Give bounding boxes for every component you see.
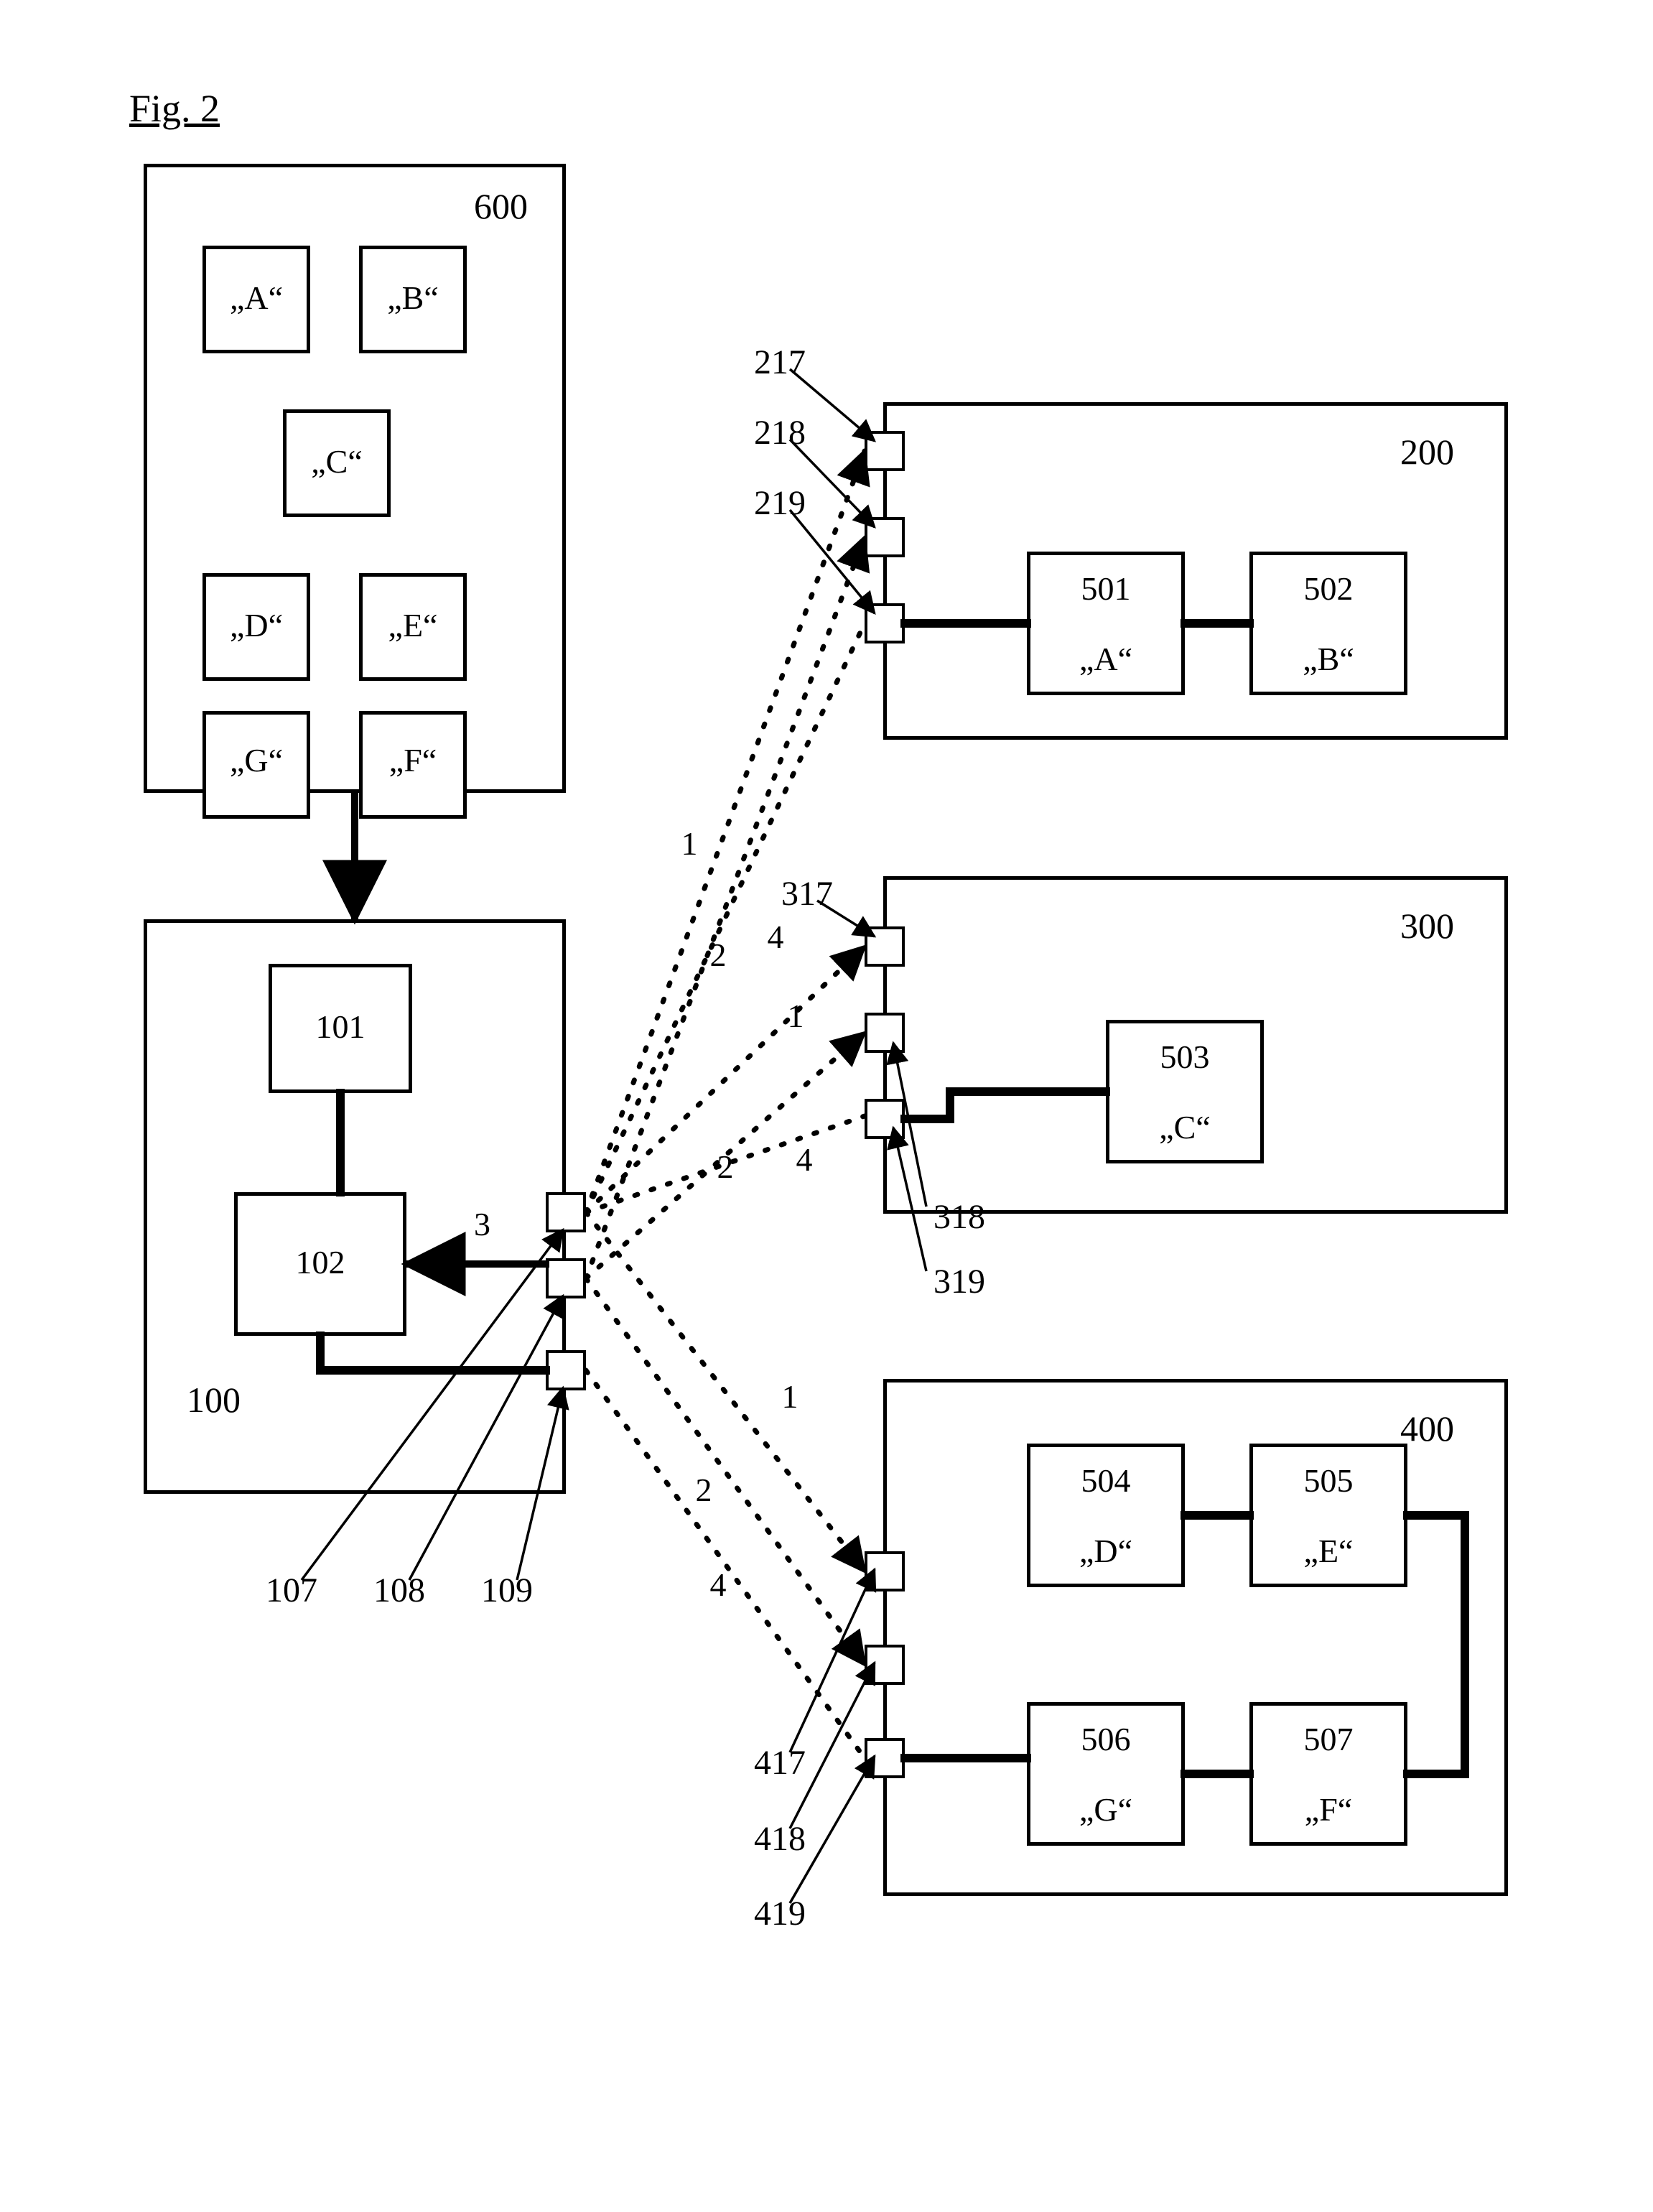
svg-text:2: 2 xyxy=(717,1148,734,1185)
svg-text:418: 418 xyxy=(754,1820,806,1858)
box-108 xyxy=(546,1258,586,1298)
label-F: „F“ xyxy=(359,743,467,778)
svg-text:108: 108 xyxy=(373,1571,425,1609)
box-219 xyxy=(865,603,905,643)
label-top-501: 501 xyxy=(1027,572,1185,606)
box-418 xyxy=(865,1645,905,1685)
label-bot-501: „A“ xyxy=(1027,642,1185,677)
box-400 xyxy=(883,1379,1508,1896)
label-bot-502: „B“ xyxy=(1249,642,1407,677)
svg-text:2: 2 xyxy=(696,1472,712,1508)
svg-text:219: 219 xyxy=(754,484,806,522)
label-400: 400 xyxy=(1400,1408,1454,1449)
label-top-504: 504 xyxy=(1027,1464,1185,1498)
box-217 xyxy=(865,431,905,471)
svg-text:1: 1 xyxy=(681,825,698,862)
label-B: „B“ xyxy=(359,281,467,315)
svg-text:1: 1 xyxy=(788,998,804,1034)
label-top-502: 502 xyxy=(1249,572,1407,606)
box-417 xyxy=(865,1551,905,1591)
label-top-507: 507 xyxy=(1249,1722,1407,1757)
svg-text:4: 4 xyxy=(768,919,784,955)
svg-text:1: 1 xyxy=(782,1378,798,1415)
svg-text:417: 417 xyxy=(754,1744,806,1782)
box-319 xyxy=(865,1099,905,1139)
label-top-503: 503 xyxy=(1106,1040,1264,1074)
svg-text:109: 109 xyxy=(481,1571,533,1609)
label-E: „E“ xyxy=(359,608,467,643)
label-bot-504: „D“ xyxy=(1027,1534,1185,1569)
svg-text:217: 217 xyxy=(754,343,806,381)
label-100: 100 xyxy=(187,1379,241,1421)
svg-text:419: 419 xyxy=(754,1895,806,1933)
label-bot-507: „F“ xyxy=(1249,1793,1407,1827)
box-419 xyxy=(865,1738,905,1778)
label-600: 600 xyxy=(474,185,528,227)
label-300: 300 xyxy=(1400,905,1454,947)
svg-text:218: 218 xyxy=(754,414,806,452)
box-109 xyxy=(546,1350,586,1390)
svg-text:2: 2 xyxy=(710,937,727,973)
svg-text:107: 107 xyxy=(266,1571,317,1609)
label-A: „A“ xyxy=(202,281,310,315)
box-107 xyxy=(546,1192,586,1232)
label-bot-503: „C“ xyxy=(1106,1110,1264,1145)
label-D: „D“ xyxy=(202,608,310,643)
label-102: 102 xyxy=(234,1245,406,1280)
label-G: „G“ xyxy=(202,743,310,778)
svg-text:319: 319 xyxy=(933,1263,985,1301)
svg-text:4: 4 xyxy=(710,1566,727,1603)
label-200: 200 xyxy=(1400,431,1454,473)
label-101: 101 xyxy=(269,1010,412,1044)
label-top-506: 506 xyxy=(1027,1722,1185,1757)
figure-title: Fig. 2 xyxy=(129,86,220,131)
box-218 xyxy=(865,517,905,557)
diagram-page: Fig. 2 100 101 102 200 300 400 501 „A“ 502 „B“ 503… xyxy=(0,0,1653,2212)
box-318 xyxy=(865,1013,905,1053)
label-C: „C“ xyxy=(283,445,391,479)
svg-text:4: 4 xyxy=(796,1141,813,1178)
box-317 xyxy=(865,926,905,967)
label-top-505: 505 xyxy=(1249,1464,1407,1498)
label-bot-506: „G“ xyxy=(1027,1793,1185,1827)
label-bot-505: „E“ xyxy=(1249,1534,1407,1569)
svg-text:317: 317 xyxy=(781,875,833,913)
